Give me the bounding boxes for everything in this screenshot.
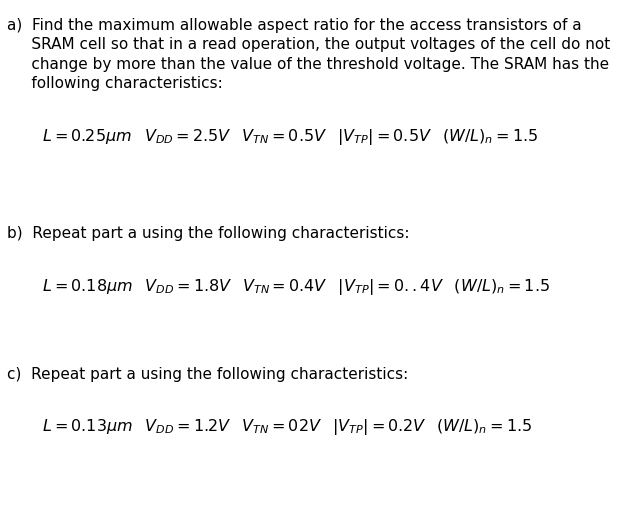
Text: a)  Find the maximum allowable aspect ratio for the access transistors of a: a) Find the maximum allowable aspect rat… bbox=[7, 18, 582, 33]
Text: SRAM cell so that in a read operation, the output voltages of the cell do not: SRAM cell so that in a read operation, t… bbox=[7, 37, 611, 53]
Text: $L = 0.25\mu m\;\;\; V_{DD} = 2.5V\;\;\; V_{TN} = 0.5V\;\;\; |V_{TP}| = 0.5V\;\;: $L = 0.25\mu m\;\;\; V_{DD} = 2.5V\;\;\;… bbox=[42, 127, 539, 147]
Text: $L = 0.13\mu m\;\;\; V_{DD} = 1.2V\;\;\; V_{TN} = 02V\;\;\; |V_{TP}| = 0.2V\;\;\: $L = 0.13\mu m\;\;\; V_{DD} = 1.2V\;\;\;… bbox=[42, 417, 532, 437]
Text: $L = 0.18\mu m\;\;\; V_{DD} = 1.8V\;\;\; V_{TN} = 0.4V\;\;\; |V_{TP}| = 0..4V\;\: $L = 0.18\mu m\;\;\; V_{DD} = 1.8V\;\;\;… bbox=[42, 277, 550, 296]
Text: change by more than the value of the threshold voltage. The SRAM has the: change by more than the value of the thr… bbox=[7, 57, 610, 72]
Text: b)  Repeat part a using the following characteristics:: b) Repeat part a using the following cha… bbox=[7, 226, 410, 241]
Text: following characteristics:: following characteristics: bbox=[7, 76, 223, 91]
Text: c)  Repeat part a using the following characteristics:: c) Repeat part a using the following cha… bbox=[7, 367, 409, 382]
